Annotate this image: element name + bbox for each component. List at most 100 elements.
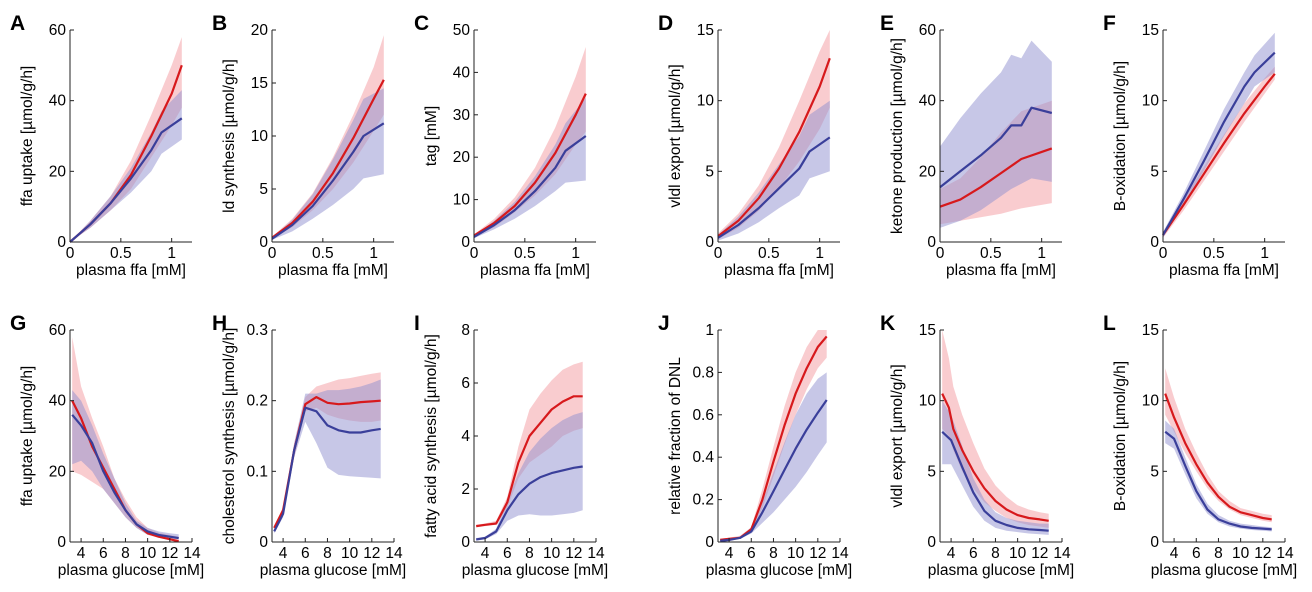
x-tick-label: 8: [323, 545, 332, 562]
y-axis-label: relative fraction of DNL: [667, 357, 684, 515]
y-tick-label: 40: [453, 64, 471, 81]
x-tick-label: 10: [787, 545, 805, 562]
series-line-blue: [720, 399, 828, 542]
x-tick-label: 1: [1260, 245, 1269, 262]
x-tick-label: 1: [369, 245, 378, 262]
x-tick-label: 1: [167, 245, 176, 262]
y-tick-label: 0: [705, 534, 714, 551]
y-tick-label: 10: [697, 93, 715, 110]
x-tick-label: 12: [363, 545, 380, 562]
x-tick-label: 12: [565, 545, 582, 562]
y-tick-label: 0: [259, 534, 268, 551]
band-red: [942, 330, 1049, 528]
y-axis-label: tag [mM]: [423, 106, 440, 166]
series-line-blue: [273, 406, 381, 532]
y-tick-label: 10: [251, 128, 269, 145]
band-blue: [940, 40, 1052, 228]
y-tick-label: 0: [461, 234, 470, 251]
series-line-blue: [271, 122, 385, 240]
x-tick-label: 14: [385, 545, 403, 562]
y-tick-label: 10: [919, 393, 937, 410]
x-tick-label: 8: [991, 545, 1000, 562]
x-tick-label: 8: [121, 545, 130, 562]
y-tick-label: 15: [1142, 322, 1159, 339]
y-tick-label: 20: [49, 463, 67, 480]
series-line-blue: [473, 135, 587, 238]
series-line-blue: [941, 431, 1049, 532]
y-axis-label: ketone production [µmol/g/h]: [889, 38, 906, 234]
y-tick-label: 40: [919, 93, 937, 110]
y-tick-label: 0.4: [692, 449, 714, 466]
x-tick-label: 1: [815, 245, 824, 262]
panel-letter: G: [10, 312, 26, 335]
y-tick-label: 15: [1142, 22, 1159, 39]
y-tick-label: 10: [1142, 393, 1160, 410]
x-tick-label: 1: [1037, 245, 1046, 262]
panel-letter: C: [414, 12, 429, 35]
y-axis-label: vldl export [µmol/g/h]: [667, 64, 684, 207]
x-tick-label: 4: [77, 545, 86, 562]
y-tick-label: 5: [259, 181, 268, 198]
x-axis-label: plasma glucose [mM]: [706, 562, 852, 579]
x-axis-label: plasma glucose [mM]: [928, 562, 1074, 579]
x-tick-label: 6: [301, 545, 310, 562]
y-axis-label: B-oxidation [µmol/g/h]: [1112, 61, 1129, 211]
band-red: [476, 361, 583, 528]
band-blue: [476, 412, 583, 541]
y-tick-label: 40: [49, 93, 67, 110]
y-tick-label: 0: [461, 534, 470, 551]
panel-letter: E: [880, 12, 894, 35]
x-axis-label: plasma glucose [mM]: [1151, 562, 1297, 579]
x-tick-label: 0: [66, 245, 75, 262]
series-line-red: [1162, 73, 1276, 236]
x-tick-label: 10: [1232, 545, 1250, 562]
x-tick-label: 6: [747, 545, 756, 562]
y-tick-label: 15: [697, 22, 714, 39]
series-line-blue: [939, 106, 1053, 189]
y-axis-label: B-oxidation [µmol/g/h]: [1112, 361, 1129, 511]
y-tick-label: 60: [49, 322, 67, 339]
x-tick-label: 6: [969, 545, 978, 562]
x-tick-label: 10: [139, 545, 157, 562]
band-blue: [274, 379, 381, 534]
y-tick-label: 20: [453, 149, 471, 166]
series-line-blue: [717, 136, 831, 239]
series-line-red: [1164, 393, 1272, 521]
x-tick-label: 10: [341, 545, 359, 562]
x-axis-label: plasma ffa [mM]: [946, 262, 1056, 279]
x-tick-label: 4: [279, 545, 288, 562]
x-tick-label: 0.5: [110, 245, 132, 262]
y-tick-label: 20: [251, 22, 269, 39]
panel-letter: L: [1103, 312, 1116, 335]
y-tick-label: 0.2: [246, 393, 268, 410]
y-axis-label: ffa uptake [µmol/g/h]: [19, 366, 36, 506]
x-tick-label: 0: [470, 245, 479, 262]
series-line-blue: [71, 414, 179, 540]
x-axis-label: plasma ffa [mM]: [278, 262, 388, 279]
panel-letter: F: [1103, 12, 1116, 35]
x-tick-label: 4: [947, 545, 956, 562]
x-tick-label: 6: [1192, 545, 1201, 562]
y-tick-label: 4: [461, 428, 470, 445]
y-tick-label: 0: [927, 534, 936, 551]
x-tick-label: 0.5: [514, 245, 536, 262]
band-blue: [474, 97, 586, 239]
y-tick-label: 0: [57, 234, 66, 251]
y-tick-label: 5: [1150, 163, 1159, 180]
x-tick-label: 14: [1053, 545, 1071, 562]
y-tick-label: 60: [919, 22, 937, 39]
y-tick-label: 0: [57, 534, 66, 551]
y-tick-label: 60: [49, 22, 67, 39]
y-tick-label: 50: [453, 22, 471, 39]
y-tick-label: 0: [927, 234, 936, 251]
series-line-red: [939, 147, 1053, 208]
x-tick-label: 4: [481, 545, 490, 562]
y-tick-label: 0.6: [692, 407, 714, 424]
